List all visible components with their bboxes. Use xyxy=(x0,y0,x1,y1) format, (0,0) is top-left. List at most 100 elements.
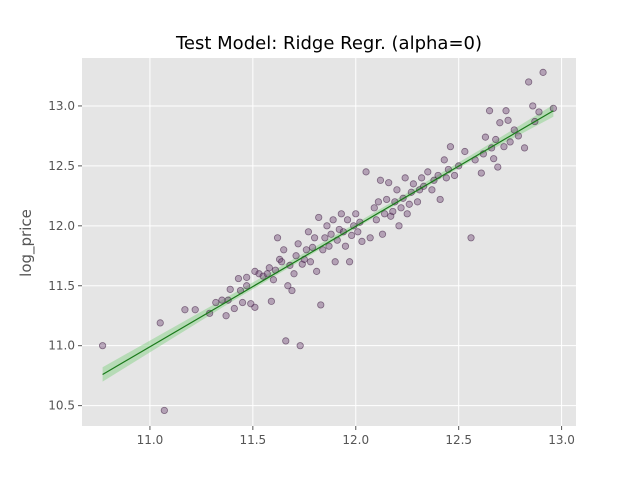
y-axis-label: log_price xyxy=(17,209,36,277)
data-point xyxy=(477,169,485,177)
data-point xyxy=(496,119,504,127)
data-point xyxy=(502,107,510,115)
data-point xyxy=(504,116,512,124)
data-point xyxy=(323,222,331,230)
data-point xyxy=(325,242,333,250)
data-point xyxy=(520,144,529,152)
data-point xyxy=(481,133,490,141)
x-tick-label: 11.5 xyxy=(239,433,266,447)
data-point xyxy=(238,298,247,307)
x-tick-label: 12.5 xyxy=(445,433,472,447)
data-point xyxy=(282,337,290,345)
data-point xyxy=(267,297,275,305)
data-point xyxy=(370,204,378,212)
data-point xyxy=(302,246,310,254)
data-point xyxy=(341,242,350,250)
data-point xyxy=(243,282,251,290)
data-point xyxy=(296,342,304,350)
data-point xyxy=(191,306,199,314)
y-tick-label: 10.5 xyxy=(48,399,75,413)
y-tick-label: 11.0 xyxy=(48,339,75,353)
data-point xyxy=(549,104,557,112)
data-point xyxy=(331,258,339,266)
data-point xyxy=(329,216,337,224)
data-point xyxy=(251,303,259,311)
x-tick-label: 12.0 xyxy=(342,433,369,447)
data-point xyxy=(440,156,448,164)
data-point xyxy=(529,102,537,110)
data-point xyxy=(327,230,335,238)
data-point xyxy=(294,240,302,248)
y-tick-label: 12.5 xyxy=(48,159,75,173)
data-point xyxy=(310,234,319,242)
data-point xyxy=(500,143,508,151)
data-point xyxy=(374,198,382,206)
data-point xyxy=(428,186,436,194)
y-tick-label: 11.5 xyxy=(48,279,75,293)
data-point xyxy=(243,273,251,281)
data-point xyxy=(222,312,230,320)
data-point xyxy=(418,174,426,182)
data-point xyxy=(273,234,282,242)
data-point xyxy=(372,216,380,224)
data-point xyxy=(378,230,387,238)
data-point xyxy=(306,258,315,266)
data-point xyxy=(288,286,296,295)
data-point xyxy=(234,274,243,283)
x-tick-label: 11.0 xyxy=(137,433,164,447)
data-point xyxy=(156,319,164,327)
data-point xyxy=(269,276,278,284)
data-point xyxy=(98,342,107,350)
data-point xyxy=(255,270,263,278)
data-point xyxy=(280,246,288,254)
y-tick-label: 13.0 xyxy=(48,99,75,113)
data-point xyxy=(335,225,343,234)
data-point xyxy=(251,267,259,275)
data-point xyxy=(492,135,500,144)
data-point xyxy=(345,258,354,266)
data-point xyxy=(403,210,411,218)
data-point xyxy=(354,228,362,236)
chart-title: Test Model: Ridge Regr. (alpha=0) xyxy=(175,33,482,54)
data-point xyxy=(413,198,422,206)
data-point xyxy=(263,270,271,278)
data-point xyxy=(525,78,533,86)
data-point xyxy=(315,213,323,222)
data-point xyxy=(292,252,300,260)
grid-lines xyxy=(82,58,576,426)
data-point xyxy=(461,147,469,156)
data-point xyxy=(319,246,327,254)
data-point xyxy=(230,304,238,313)
data-point xyxy=(226,285,234,293)
data-point xyxy=(494,163,502,171)
data-point xyxy=(278,258,286,266)
data-point xyxy=(405,200,413,208)
data-point xyxy=(160,406,168,415)
data-point xyxy=(376,176,385,184)
data-point xyxy=(352,210,360,218)
data-point xyxy=(313,267,321,275)
data-point xyxy=(337,210,345,218)
data-point xyxy=(380,210,389,218)
data-point xyxy=(389,207,397,216)
data-point xyxy=(506,138,514,146)
data-point xyxy=(317,301,325,309)
data-point xyxy=(395,222,403,230)
data-point xyxy=(514,132,522,140)
data-point xyxy=(218,296,226,304)
data-point xyxy=(308,243,317,251)
regression-fit-line xyxy=(102,110,554,375)
x-tick-labels: 11.0 11.5 12.0 12.5 13.0 xyxy=(137,426,575,447)
data-point xyxy=(393,186,401,194)
data-point xyxy=(409,180,417,188)
data-point xyxy=(348,231,356,240)
data-point xyxy=(383,195,391,204)
data-point xyxy=(539,68,547,76)
data-point xyxy=(401,174,409,182)
data-point xyxy=(467,234,475,242)
data-point xyxy=(490,155,498,163)
data-point xyxy=(304,228,313,236)
data-point xyxy=(485,107,494,115)
